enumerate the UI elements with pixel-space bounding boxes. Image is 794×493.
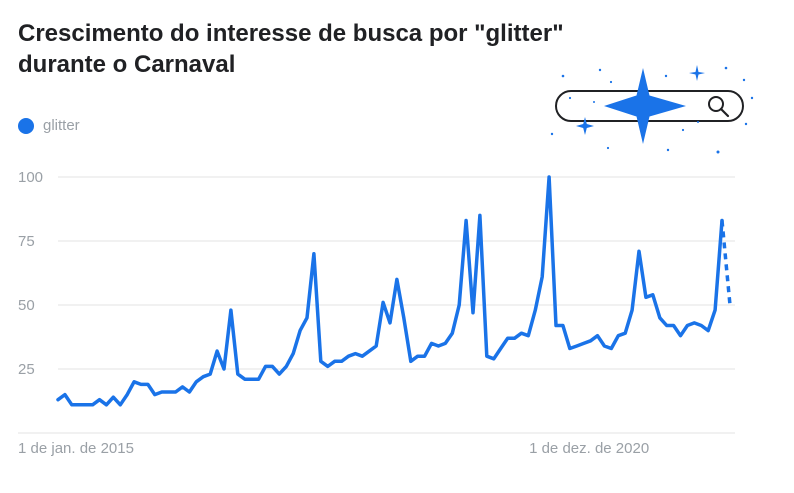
y-tick-label-50: 50 (18, 297, 35, 314)
x-axis: 1 de jan. de 2015 1 de dez. de 2020 (18, 440, 649, 457)
x-tick-label-0: 1 de jan. de 2015 (18, 440, 134, 457)
legend: glitter (18, 117, 80, 134)
chart-title: Crescimento do interesse de busca por "g… (18, 20, 564, 78)
y-tick-label-25: 25 (18, 361, 35, 378)
series-projection-glitter (720, 220, 732, 306)
grid (18, 176, 735, 434)
plot-area (56, 175, 732, 407)
x-tick-label-1: 1 de dez. de 2020 (529, 440, 649, 457)
y-tick-label-75: 75 (18, 233, 35, 250)
y-tick-label-100: 100 (18, 169, 43, 186)
search-bar-with-sparkles-icon (550, 65, 754, 154)
series-line-glitter (56, 175, 724, 407)
legend-label-glitter: glitter (43, 117, 80, 134)
legend-swatch-glitter (18, 117, 34, 134)
y-axis: 25 50 75 100 (18, 169, 43, 378)
